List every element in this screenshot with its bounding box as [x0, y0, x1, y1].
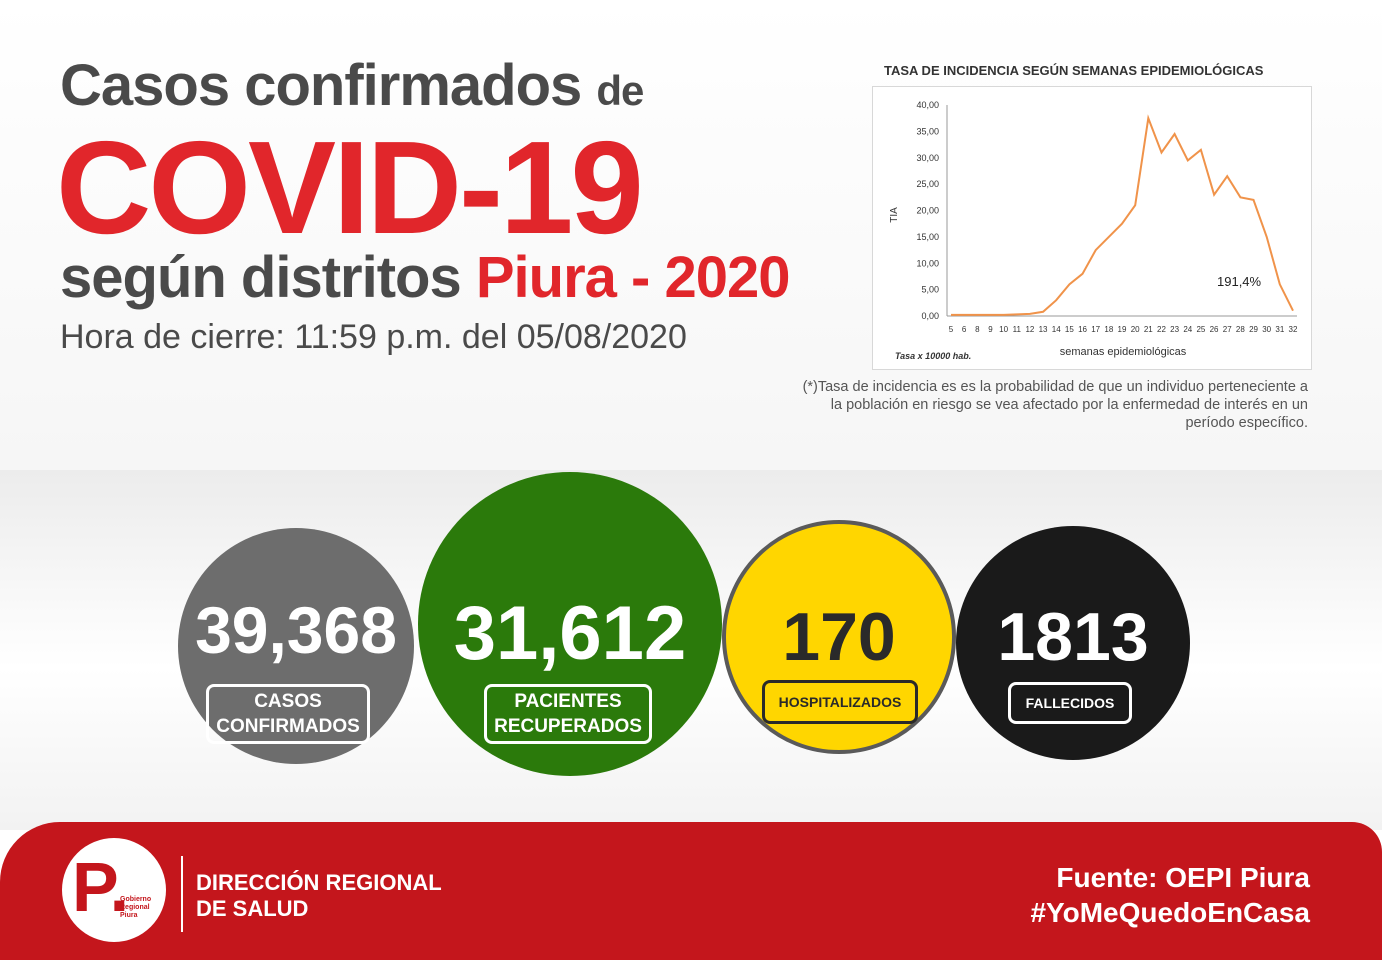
- x-tick-label: 12: [1025, 325, 1034, 334]
- x-tick-label: 19: [1118, 325, 1127, 334]
- source-text: Fuente: OEPI Piura: [1056, 862, 1310, 893]
- organization-line-1: DIRECCIÓN REGIONAL: [196, 870, 442, 895]
- organization-name: DIRECCIÓN REGIONAL DE SALUD: [196, 870, 442, 922]
- x-tick-label: 29: [1249, 325, 1258, 334]
- x-tick-label: 26: [1210, 325, 1219, 334]
- x-tick-label: 13: [1039, 325, 1048, 334]
- x-tick-label: 30: [1262, 325, 1271, 334]
- footer-divider: [181, 856, 183, 932]
- incidence-chart: 0,00 5,00 10,00 15,00 20,00 25,00 30,00 35,00 40…: [889, 100, 1298, 361]
- x-tick-label: 32: [1289, 325, 1298, 334]
- x-tick-label: 21: [1144, 325, 1153, 334]
- y-tick-label: 10,00: [916, 258, 939, 268]
- title-line-1-main: Casos confirmados: [60, 53, 582, 118]
- y-tick-label: 30,00: [916, 153, 939, 163]
- title-line-1: Casos confirmados de: [60, 52, 644, 119]
- x-axis: 5 6 8 9 10 11 12 13 14 15 16 17 18 19 20 21 22 23 24 25 26 27…: [949, 325, 1298, 334]
- x-tick-label: 15: [1065, 325, 1074, 334]
- title-line-3: según distritos Piura - 2020: [60, 244, 791, 311]
- confirmed-circle: [178, 528, 414, 764]
- x-tick-label: 20: [1131, 325, 1140, 334]
- regional-government-logo: P. Gobierno Regional Piura: [62, 838, 166, 942]
- deceased-count: 1813: [997, 599, 1149, 675]
- chart-title: TASA DE INCIDENCIA SEGÚN SEMANAS EPIDEMI…: [884, 63, 1264, 78]
- y-tick-label: 15,00: [916, 232, 939, 242]
- footer-bar: [0, 822, 1382, 960]
- y-tick-label: 20,00: [916, 206, 939, 216]
- x-tick-label: 11: [1013, 325, 1022, 334]
- hospitalized-count: 170: [782, 599, 896, 675]
- recovered-label: PACIENTES RECUPERADOS: [484, 684, 652, 744]
- title-covid: COVID-19: [56, 114, 644, 261]
- title-line-3-region: Piura - 2020: [475, 245, 791, 310]
- x-tick-label: 16: [1078, 325, 1087, 334]
- x-tick-label: 6: [962, 325, 967, 334]
- logo-text: Gobierno Regional Piura: [120, 896, 152, 919]
- chart-panel: 0,00 5,00 10,00 15,00 20,00 25,00 30,00 35,00 40…: [872, 86, 1312, 370]
- y-axis-label: TIA: [889, 207, 900, 223]
- chart-annotation: 191,4%: [1217, 274, 1262, 289]
- x-tick-label: 28: [1236, 325, 1245, 334]
- y-tick-label: 0,00: [921, 311, 939, 321]
- x-tick-label: 18: [1104, 325, 1113, 334]
- x-tick-label: 22: [1157, 325, 1166, 334]
- x-tick-label: 17: [1091, 325, 1100, 334]
- unit-note: Tasa x 10000 hab.: [895, 351, 971, 361]
- confirmed-label: CASOS CONFIRMADOS: [206, 684, 370, 744]
- y-tick-label: 40,00: [916, 100, 939, 110]
- logo-letter: P.: [72, 848, 130, 926]
- incidence-note: (*)Tasa de incidencia es es la probabili…: [802, 379, 1308, 431]
- series-line: [951, 114, 1294, 316]
- x-tick-label: 25: [1196, 325, 1205, 334]
- confirmed-count: 39,368: [195, 593, 397, 667]
- x-tick-label: 24: [1183, 325, 1192, 334]
- y-tick-label: 25,00: [916, 179, 939, 189]
- y-tick-label: 35,00: [916, 126, 939, 136]
- x-tick-label: 14: [1052, 325, 1061, 334]
- title-line-1-small: de: [596, 67, 644, 114]
- y-axis: 0,00 5,00 10,00 15,00 20,00 25,00 30,00 35,00 40…: [916, 100, 1297, 321]
- x-tick-label: 27: [1223, 325, 1232, 334]
- y-tick-label: 5,00: [921, 285, 939, 295]
- closing-time: Hora de cierre: 11:59 p.m. del 05/08/202…: [60, 318, 687, 356]
- source-block: Fuente: OEPI Piura #YoMeQuedoEnCasa: [1030, 860, 1310, 930]
- hospitalized-label: HOSPITALIZADOS: [762, 680, 918, 724]
- organization-line-2: DE SALUD: [196, 896, 309, 921]
- recovered-circle: [418, 472, 722, 776]
- x-tick-label: 9: [988, 325, 993, 334]
- hashtag-text: #YoMeQuedoEnCasa: [1030, 897, 1310, 928]
- deceased-label: FALLECIDOS: [1008, 682, 1132, 724]
- x-tick-label: 31: [1275, 325, 1284, 334]
- title-line-3-main: según distritos: [60, 245, 462, 310]
- x-tick-label: 23: [1170, 325, 1179, 334]
- x-axis-label: semanas epidemiológicas: [1060, 346, 1187, 358]
- recovered-count: 31,612: [453, 591, 687, 676]
- x-tick-label: 5: [949, 325, 954, 334]
- x-tick-label: 8: [975, 325, 980, 334]
- x-tick-label: 10: [999, 325, 1008, 334]
